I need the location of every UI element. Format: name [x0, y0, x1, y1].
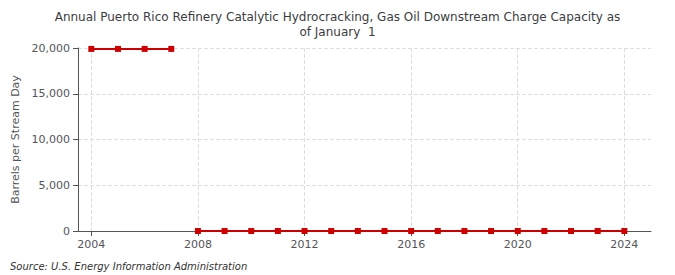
svg-text:Source: U.S. Energy Informatio: Source: U.S. Energy Information Administ… [10, 261, 247, 272]
svg-text:Annual Puerto Rico Refinery Ca: Annual Puerto Rico Refinery Catalytic Hy… [55, 10, 621, 24]
svg-text:of January 1: of January 1 [299, 25, 375, 39]
svg-text:10,000: 10,000 [32, 133, 71, 146]
svg-text:2012: 2012 [291, 238, 319, 251]
svg-text:20,000: 20,000 [32, 42, 71, 55]
svg-text:15,000: 15,000 [32, 87, 71, 100]
svg-text:2020: 2020 [504, 238, 532, 251]
svg-text:0: 0 [63, 225, 70, 238]
svg-text:2016: 2016 [397, 238, 425, 251]
svg-text:2004: 2004 [77, 238, 105, 251]
svg-text:2024: 2024 [610, 238, 638, 251]
svg-text:Barrels per Stream Day: Barrels per Stream Day [9, 75, 22, 204]
svg-text:2008: 2008 [184, 238, 212, 251]
svg-text:5,000: 5,000 [39, 179, 71, 192]
